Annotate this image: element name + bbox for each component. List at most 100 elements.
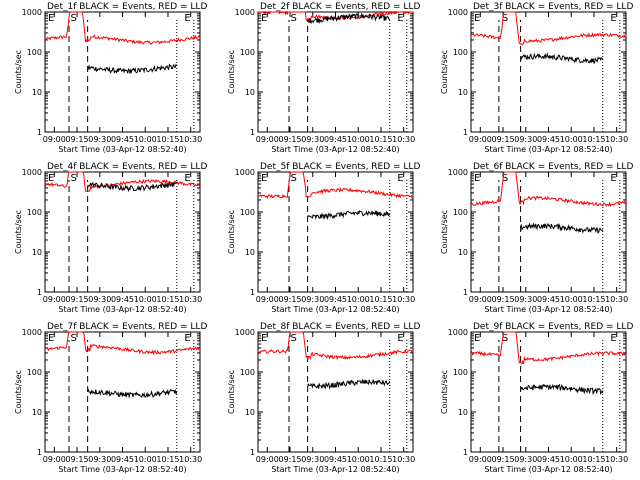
x-tick-label: 09:45 (537, 295, 560, 304)
x-tick-label: 09:30 (88, 135, 111, 144)
chart-title: Det_3f BLACK = Events, RED = LLD (473, 2, 633, 12)
x-tick-label: 09:30 (514, 295, 537, 304)
y-tick-label: 1 (463, 448, 468, 457)
y-tick-label: 10 (32, 408, 42, 417)
x-tick-label: 10:30 (605, 455, 628, 464)
x-tick-label: 09:00 (469, 135, 492, 144)
events-series-line (520, 222, 604, 234)
y-axis-label: Counts/sec (227, 50, 236, 94)
y-tick-label: 1 (37, 288, 42, 297)
panel-8: Det_8f BLACK = Events, RED = LLD 1 10 100 10… (227, 322, 420, 474)
events-series-line (307, 12, 391, 24)
marker-S: S (70, 13, 76, 24)
marker-E-left: E (261, 13, 267, 24)
x-tick-label: 09:15 (66, 295, 89, 304)
y-tick-label: 100 (240, 48, 255, 57)
x-tick-label: 10:15 (369, 455, 392, 464)
marker-E: E (610, 13, 616, 24)
x-tick-label: 10:15 (582, 295, 605, 304)
x-tick-label: 09:30 (301, 455, 324, 464)
x-tick-label: 09:30 (301, 295, 324, 304)
x-tick-label: 09:30 (514, 135, 537, 144)
events-series-line (520, 52, 603, 64)
panel-3: Det_3f BLACK = Events, RED = LLD 1 10 100 10… (440, 2, 633, 154)
x-tick-label: 09:15 (492, 295, 515, 304)
events-series-line (307, 378, 391, 391)
y-tick-label: 1000 (448, 168, 468, 177)
y-tick-label: 100 (453, 208, 468, 217)
y-tick-label: 1000 (22, 328, 42, 337)
y-tick-label: 100 (27, 208, 42, 217)
y-tick-label: 100 (27, 48, 42, 57)
y-tick-label: 10 (245, 248, 255, 257)
x-axis-label: Start Time (03-Apr-12 08:52:40) (271, 145, 399, 154)
x-tick-label: 10:15 (582, 135, 605, 144)
panel-6: Det_6f BLACK = Events, RED = LLD 1 10 100 10… (440, 162, 633, 314)
x-tick-label: 09:00 (469, 455, 492, 464)
marker-E: E (397, 173, 403, 184)
x-tick-label: 10:30 (179, 455, 202, 464)
x-tick-label: 10:30 (605, 295, 628, 304)
y-axis-label: Counts/sec (227, 370, 236, 414)
marker-E: E (397, 333, 403, 344)
y-tick-label: 1 (250, 128, 255, 137)
y-tick-label: 100 (27, 368, 42, 377)
events-series-line (520, 383, 604, 396)
marker-E-left: E (474, 13, 480, 24)
y-tick-label: 1 (463, 128, 468, 137)
y-tick-label: 1000 (448, 8, 468, 17)
y-axis-label: Counts/sec (440, 50, 449, 94)
x-tick-label: 09:00 (43, 135, 66, 144)
y-axis-label: Counts/sec (227, 210, 236, 254)
x-axis-label: Start Time (03-Apr-12 08:52:40) (58, 465, 186, 474)
marker-E: E (184, 13, 190, 24)
marker-E-left: E (474, 173, 480, 184)
y-tick-label: 1 (37, 128, 42, 137)
x-tick-label: 09:30 (514, 455, 537, 464)
x-tick-label: 10:00 (560, 295, 583, 304)
chart-title: Det_8f BLACK = Events, RED = LLD (260, 322, 420, 332)
marker-S: S (502, 13, 508, 24)
marker-E-left: E (48, 173, 54, 184)
x-tick-label: 10:15 (156, 455, 179, 464)
y-tick-label: 10 (458, 408, 468, 417)
y-axis-label: Counts/sec (440, 210, 449, 254)
lld-series-line (470, 11, 627, 46)
y-tick-label: 10 (32, 88, 42, 97)
x-tick-label: 10:15 (156, 135, 179, 144)
events-series-line (87, 388, 178, 399)
lld-series-line (44, 171, 201, 192)
y-axis-label: Counts/sec (14, 210, 23, 254)
x-tick-label: 09:45 (324, 455, 347, 464)
chart-title: Det_1f BLACK = Events, RED = LLD (47, 2, 207, 12)
y-tick-label: 10 (245, 88, 255, 97)
x-tick-label: 10:00 (347, 295, 370, 304)
x-tick-label: 10:30 (179, 135, 202, 144)
y-tick-label: 1000 (235, 8, 255, 17)
events-series-line (87, 63, 178, 74)
marker-E: E (397, 13, 403, 24)
y-tick-label: 100 (453, 368, 468, 377)
panel-9: Det_9f BLACK = Events, RED = LLD 1 10 100 10… (440, 322, 633, 474)
marker-E: E (610, 173, 616, 184)
x-tick-label: 09:15 (492, 135, 515, 144)
lld-series-line (470, 331, 627, 365)
events-series-line (307, 210, 391, 221)
lld-series-line (44, 331, 201, 356)
marker-E-left: E (261, 173, 267, 184)
chart-title: Det_4f BLACK = Events, RED = LLD (47, 162, 207, 172)
x-tick-label: 10:00 (347, 135, 370, 144)
x-tick-label: 09:15 (279, 455, 302, 464)
y-tick-label: 100 (240, 208, 255, 217)
x-tick-label: 10:00 (347, 455, 370, 464)
chart-title: Det_7f BLACK = Events, RED = LLD (47, 322, 207, 332)
marker-E-left: E (261, 333, 267, 344)
x-tick-label: 09:00 (256, 295, 279, 304)
marker-E-left: E (474, 333, 480, 344)
chart-title: Det_2f BLACK = Events, RED = LLD (260, 2, 420, 12)
x-tick-label: 10:15 (156, 295, 179, 304)
x-axis-label: Start Time (03-Apr-12 08:52:40) (271, 305, 399, 314)
y-axis-label: Counts/sec (14, 370, 23, 414)
marker-E-left: E (48, 333, 54, 344)
chart-title: Det_6f BLACK = Events, RED = LLD (473, 162, 633, 172)
